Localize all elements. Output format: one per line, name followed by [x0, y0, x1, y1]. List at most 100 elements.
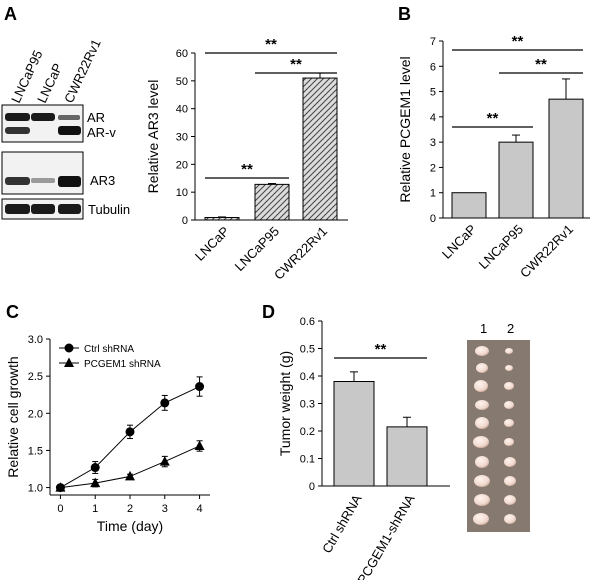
- blot-band-label: Tubulin: [88, 202, 130, 217]
- y-tick-label: 2.5: [28, 371, 43, 383]
- x-tick-label: LNCaP95: [232, 224, 282, 274]
- y-axis-label: Tumor weight (g): [277, 351, 293, 456]
- chart-cell-growth: 1.0 1.5 2.0 2.5 3.0 0 1 2 3 4 Time (day) Relative c…: [5, 334, 210, 534]
- blot-band: [58, 176, 81, 187]
- data-point: [195, 382, 205, 392]
- tumor-specimen: [504, 495, 516, 505]
- x-tick-label: LNCaP: [439, 222, 479, 262]
- blot-band: [31, 204, 55, 214]
- x-tick-label: 3: [162, 503, 168, 515]
- y-tick-label: 4: [430, 112, 436, 124]
- y-tick-label: 1.5: [28, 445, 43, 457]
- data-point: [55, 482, 66, 492]
- tumor-specimen: [473, 513, 489, 525]
- tumor-specimen: [504, 438, 514, 446]
- y-tick-label: 2.0: [28, 408, 43, 420]
- tumor-specimen: [504, 457, 516, 467]
- significance-label: **: [290, 56, 302, 73]
- y-tick-label: 0: [430, 213, 436, 225]
- significance-label: **: [241, 161, 253, 178]
- data-point: [125, 427, 135, 437]
- y-tick-label: 6: [430, 61, 436, 73]
- tumor-specimen: [474, 475, 490, 487]
- tumor-specimens: [473, 346, 516, 525]
- x-tick-label: 1: [92, 503, 98, 515]
- tumor-specimen: [504, 514, 516, 524]
- panel-letter-a: A: [4, 4, 17, 24]
- x-tick-label: 0: [57, 503, 63, 515]
- bar: [254, 183, 290, 221]
- tumor-specimen: [475, 346, 489, 356]
- x-tick-label: 2: [127, 503, 133, 515]
- tumor-specimen: [475, 456, 489, 468]
- y-tick-label: 0.1: [300, 454, 315, 466]
- y-tick-label: 0.5: [300, 344, 315, 356]
- tumor-specimen: [505, 348, 513, 354]
- panel-letter-c: C: [6, 302, 19, 322]
- bar: [204, 216, 240, 221]
- tumor-specimen: [504, 419, 514, 427]
- y-tick-label: 3.0: [28, 334, 43, 346]
- significance-label: **: [535, 56, 547, 73]
- y-tick-label: 20: [176, 159, 188, 171]
- tumor-specimen: [475, 400, 489, 410]
- significance-label: **: [375, 341, 387, 358]
- chart-pcgem1-level: 0 1 2 3 4 5 6 7 Relative PCGEM1 level LNCaPLNCaP9…: [397, 33, 590, 281]
- x-tick-label: 4: [197, 503, 203, 515]
- blot-band: [5, 204, 30, 214]
- y-tick-label: 2: [430, 162, 436, 174]
- blot-band-label: AR: [87, 110, 105, 125]
- blot-band: [5, 177, 30, 185]
- data-point: [160, 398, 170, 408]
- y-tick-label: 0.3: [300, 399, 315, 411]
- y-tick-label: 7: [430, 36, 436, 48]
- panel-letter-b: B: [398, 4, 411, 24]
- western-blot: LNCaP95 LNCaP CWR22Rv1 AR AR-v AR3 Tubul…: [1, 37, 130, 220]
- y-tick-label: 1.0: [28, 483, 43, 495]
- blot-band-label: AR-v: [87, 125, 116, 140]
- y-tick-label: 40: [176, 104, 188, 116]
- data-point: [64, 357, 74, 367]
- tumor-specimen: [504, 476, 516, 486]
- photo-lane-label: 1: [480, 321, 487, 336]
- panel-letter-d: D: [262, 302, 275, 322]
- blot-band: [5, 127, 30, 134]
- tumor-specimen: [474, 380, 488, 392]
- x-tick-label: CWR22Rv1: [517, 222, 576, 281]
- bar: [302, 77, 338, 221]
- y-tick-label: 0: [309, 481, 315, 493]
- y-tick-label: 0.6: [300, 316, 315, 328]
- tumor-specimen: [475, 417, 489, 429]
- y-tick-label: 50: [176, 76, 188, 88]
- blot-frame-ar: [1, 104, 84, 143]
- photo-lane-label: 2: [507, 321, 514, 336]
- blot-band-label: AR3: [90, 173, 115, 188]
- series-line: [60, 445, 200, 489]
- data-point: [64, 343, 74, 353]
- data-point: [125, 470, 135, 481]
- y-tick-label: 3: [430, 137, 436, 149]
- tumor-specimen: [504, 382, 514, 390]
- blot-band: [5, 113, 30, 121]
- y-tick-label: 1: [430, 188, 436, 200]
- legend-label: Ctrl shRNA: [84, 344, 134, 355]
- blot-band: [58, 115, 80, 120]
- legend-label: PCGEM1 shRNA: [84, 359, 161, 370]
- blot-band: [58, 126, 81, 135]
- chart-tumor-weight: 0 0.1 0.2 0.3 0.4 0.5 0.6 Tumor weight (g) Ctrl …: [277, 316, 450, 580]
- y-axis-label: Relative cell growth: [5, 356, 21, 477]
- tumor-specimen: [504, 401, 514, 409]
- bar: [386, 426, 428, 487]
- x-axis-label: Time (day): [97, 518, 163, 534]
- blot-band: [31, 113, 55, 121]
- significance-label: **: [512, 33, 524, 50]
- tumor-specimen: [476, 363, 488, 373]
- bar: [548, 98, 584, 219]
- x-tick-label: LNCaP: [192, 224, 232, 264]
- tumor-photo: 1 2: [467, 321, 530, 532]
- blot-frame-ar3: [1, 151, 84, 195]
- bar: [451, 192, 487, 219]
- x-tick-label: LNCaP95: [476, 222, 526, 272]
- significance-label: **: [487, 110, 499, 127]
